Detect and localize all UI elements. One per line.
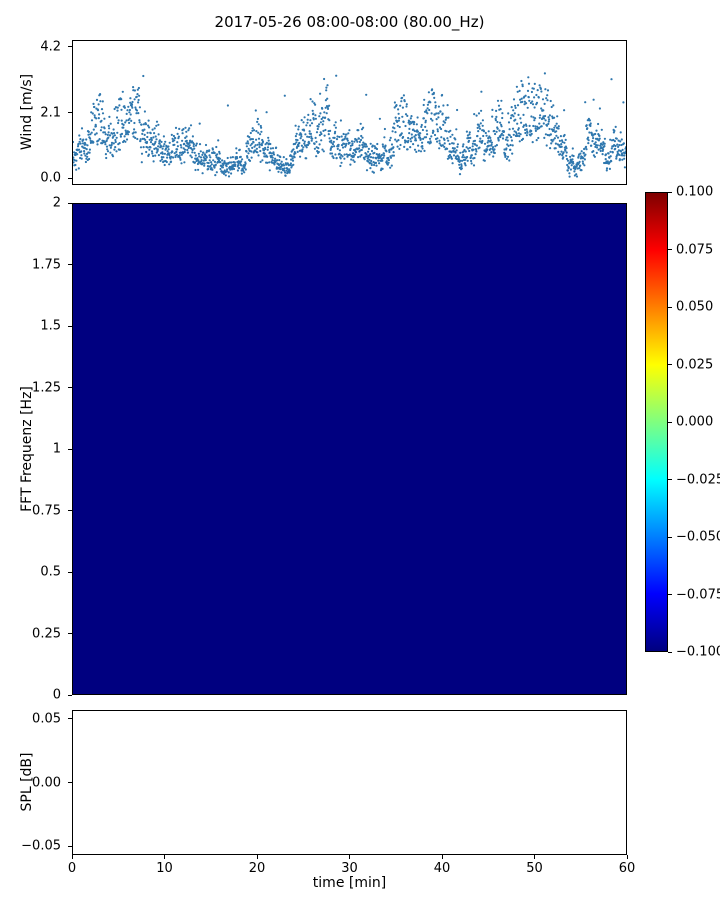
spl-xtick-label: 0 <box>67 861 77 876</box>
colorbar-tick-mark <box>668 479 672 480</box>
spl-ytick-mark <box>68 718 72 720</box>
spl-xtick-label: 30 <box>341 861 358 876</box>
colorbar-tick-label: −0.100 <box>676 644 720 660</box>
colorbar-tick-label: −0.050 <box>676 529 720 545</box>
spl-xtick-label: 50 <box>526 861 543 876</box>
fft-ytick-label: 0.25 <box>32 626 61 641</box>
spl-xtick-mark <box>164 855 165 859</box>
fft-heatmap-plot <box>72 203 627 695</box>
colorbar-tick-label: 0.075 <box>676 242 714 257</box>
fft-ytick-mark <box>68 694 72 696</box>
spl-xtick-mark <box>349 855 350 859</box>
colorbar-tick-label: 0.100 <box>676 184 714 200</box>
wind-scatter-plot <box>72 40 627 185</box>
time-xlabel: time [min] <box>312 875 387 891</box>
fft-ytick-label: 1.25 <box>32 380 61 395</box>
colorbar <box>645 192 668 652</box>
spl-xtick-mark <box>534 855 535 859</box>
fft-ytick-label: 1.5 <box>40 318 61 334</box>
spl-xtick-label: 60 <box>618 861 636 876</box>
fft-ytick-mark <box>68 571 72 573</box>
fft-ytick-mark <box>68 510 72 511</box>
fft-ytick-mark <box>68 387 72 388</box>
fft-ytick-label: 1.75 <box>32 257 61 272</box>
spl-xtick-label: 10 <box>156 861 173 876</box>
wind-ytick-label: 2.1 <box>40 105 61 120</box>
colorbar-tick-mark <box>668 536 672 538</box>
wind-ytick-mark <box>68 177 72 179</box>
fft-ytick-label: 2 <box>52 195 61 211</box>
wind-ytick-mark <box>68 46 72 48</box>
spl-ytick-label: 0.00 <box>32 775 61 790</box>
spl-xtick-label: 40 <box>433 861 451 876</box>
spl-ytick-label: 0.05 <box>32 711 61 727</box>
colorbar-tick-mark <box>668 594 672 595</box>
spl-xtick-mark <box>256 855 258 859</box>
spl-ytick-label: −0.05 <box>21 838 61 854</box>
wind-ytick-mark <box>68 112 72 113</box>
fft-ytick-label: 0.5 <box>40 564 61 580</box>
colorbar-tick-mark <box>668 249 672 250</box>
spl-xtick-label: 20 <box>248 861 266 876</box>
colorbar-tick-label: −0.025 <box>676 472 720 487</box>
colorbar-tick-label: 0.000 <box>676 414 714 430</box>
fft-ytick-mark <box>68 202 72 204</box>
fft-ytick-label: 1 <box>52 441 61 457</box>
spl-xtick-mark <box>441 855 443 859</box>
wind-ytick-label: 0.0 <box>40 170 61 186</box>
colorbar-tick-mark <box>668 306 672 308</box>
spl-xtick-mark <box>71 855 73 859</box>
fft-ytick-mark <box>68 264 72 265</box>
colorbar-tick-label: −0.075 <box>676 587 720 602</box>
colorbar-tick-mark <box>668 421 672 423</box>
fft-ytick-label: 0 <box>52 687 61 703</box>
wind-scatter-points <box>73 72 626 178</box>
figure-title: 2017-05-26 08:00-08:00 (80.00_Hz) <box>214 13 485 31</box>
spl-xtick-mark <box>626 855 628 859</box>
colorbar-tick-mark <box>668 651 672 653</box>
spl-ytick-mark <box>68 782 72 783</box>
wind-ytick-label: 4.2 <box>40 39 61 55</box>
spl-ytick-mark <box>68 845 72 847</box>
fft-ytick-label: 0.75 <box>32 503 61 518</box>
colorbar-tick-mark <box>668 364 672 365</box>
spl-plot <box>72 710 627 855</box>
fft-ytick-mark <box>68 448 72 450</box>
fft-ytick-mark <box>68 325 72 327</box>
colorbar-tick-label: 0.050 <box>676 299 714 315</box>
colorbar-tick-mark <box>668 191 672 193</box>
fft-ytick-mark <box>68 633 72 634</box>
colorbar-tick-label: 0.025 <box>676 357 714 372</box>
